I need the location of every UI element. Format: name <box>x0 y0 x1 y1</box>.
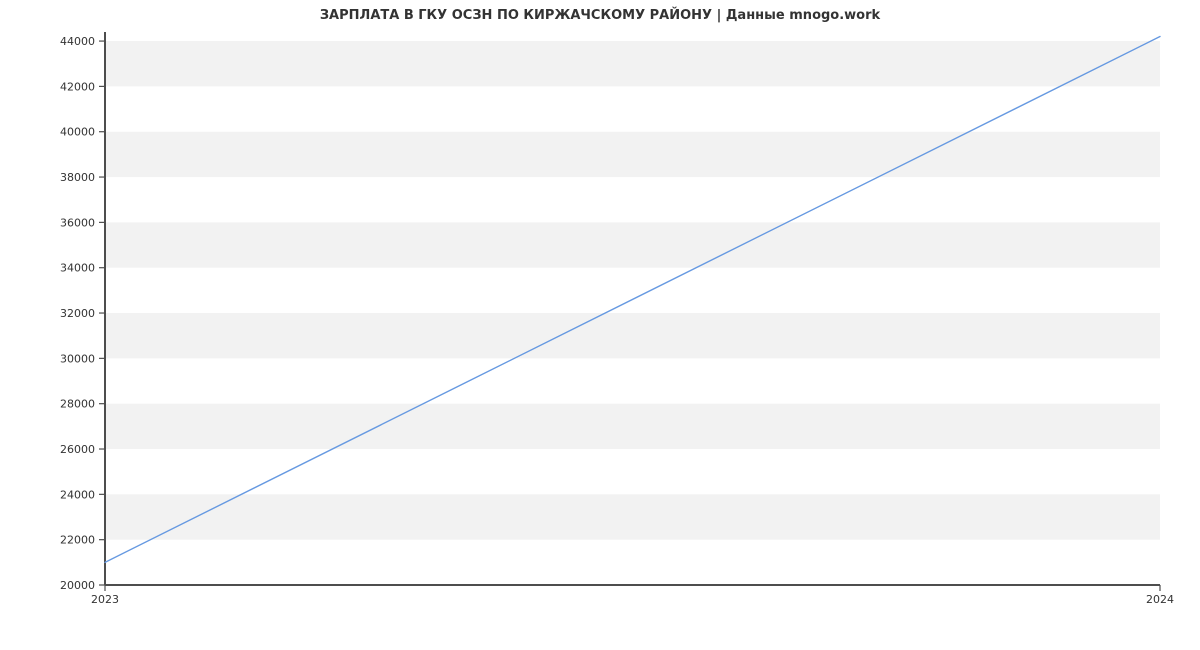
svg-text:20000: 20000 <box>60 579 95 592</box>
line-chart-svg: 20000 22000 24000 26000 28000 30000 32000 34000… <box>0 0 1200 650</box>
svg-text:22000: 22000 <box>60 534 95 547</box>
svg-text:34000: 34000 <box>60 262 95 275</box>
svg-text:24000: 24000 <box>60 488 95 501</box>
svg-text:30000: 30000 <box>60 352 95 365</box>
svg-text:28000: 28000 <box>60 398 95 411</box>
svg-text:44000: 44000 <box>60 35 95 48</box>
svg-text:40000: 40000 <box>60 126 95 139</box>
svg-text:42000: 42000 <box>60 80 95 93</box>
svg-text:32000: 32000 <box>60 307 95 320</box>
svg-text:2024: 2024 <box>1146 593 1174 606</box>
svg-text:26000: 26000 <box>60 443 95 456</box>
svg-text:2023: 2023 <box>91 593 119 606</box>
svg-text:38000: 38000 <box>60 171 95 184</box>
svg-text:36000: 36000 <box>60 216 95 229</box>
chart-area: 20000 22000 24000 26000 28000 30000 32000 34000… <box>0 0 1200 650</box>
